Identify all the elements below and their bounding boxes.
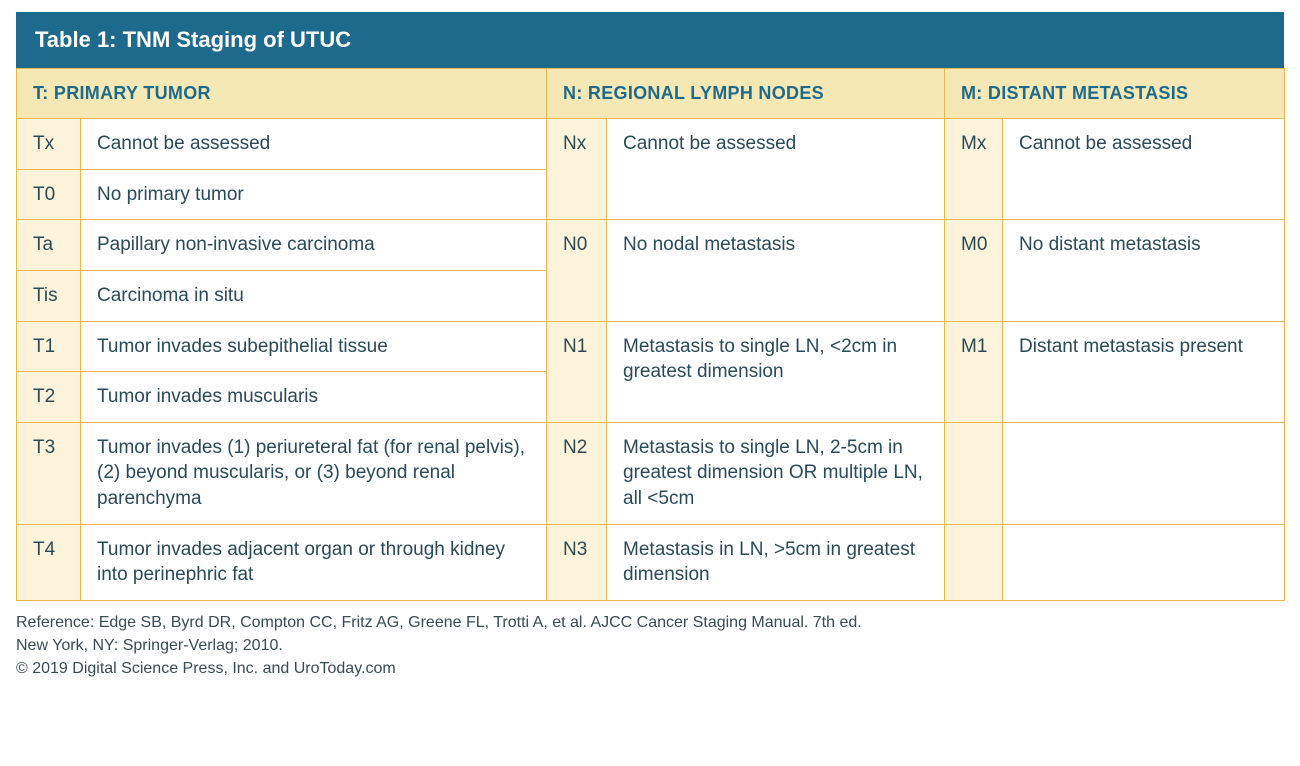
m-desc-empty1	[1003, 422, 1285, 524]
tnm-staging-table: T: PRIMARY TUMOR N: REGIONAL LYMPH NODES…	[16, 68, 1285, 601]
t-code-t0: T0	[17, 169, 81, 220]
m-code-empty2	[945, 524, 1003, 600]
n-code-n1: N1	[547, 321, 607, 422]
t-code-t2: T2	[17, 372, 81, 423]
m-desc-empty2	[1003, 524, 1285, 600]
table-row: T1 Tumor invades subepithelial tissue N1…	[17, 321, 1285, 372]
t-code-t4: T4	[17, 524, 81, 600]
footer-block: Reference: Edge SB, Byrd DR, Compton CC,…	[16, 611, 1284, 681]
header-t: T: PRIMARY TUMOR	[17, 69, 547, 119]
m-desc-mx: Cannot be assessed	[1003, 119, 1285, 220]
table-row: T4 Tumor invades adjacent organ or throu…	[17, 524, 1285, 600]
t-code-ta: Ta	[17, 220, 81, 271]
n-desc-n0: No nodal metastasis	[607, 220, 945, 321]
t-code-tis: Tis	[17, 270, 81, 321]
n-desc-n1: Metastasis to single LN, <2cm in greates…	[607, 321, 945, 422]
n-desc-n2: Metastasis to single LN, 2-5cm in greate…	[607, 422, 945, 524]
table-row: Ta Papillary non-invasive carcinoma N0 N…	[17, 220, 1285, 271]
t-desc-t4: Tumor invades adjacent organ or through …	[81, 524, 547, 600]
t-desc-t2: Tumor invades muscularis	[81, 372, 547, 423]
n-code-n0: N0	[547, 220, 607, 321]
header-row: T: PRIMARY TUMOR N: REGIONAL LYMPH NODES…	[17, 69, 1285, 119]
n-desc-n3: Metastasis in LN, >5cm in greatest dimen…	[607, 524, 945, 600]
m-desc-m1: Distant metastasis present	[1003, 321, 1285, 422]
header-m: M: DISTANT METASTASIS	[945, 69, 1285, 119]
header-n: N: REGIONAL LYMPH NODES	[547, 69, 945, 119]
n-code-n3: N3	[547, 524, 607, 600]
t-desc-ta: Papillary non-invasive carcinoma	[81, 220, 547, 271]
footer-line-2: New York, NY: Springer-Verlag; 2010.	[16, 634, 1284, 657]
footer-line-3: © 2019 Digital Science Press, Inc. and U…	[16, 657, 1284, 680]
t-code-t3: T3	[17, 422, 81, 524]
m-code-mx: Mx	[945, 119, 1003, 220]
m-code-m1: M1	[945, 321, 1003, 422]
m-code-empty1	[945, 422, 1003, 524]
table-title: Table 1: TNM Staging of UTUC	[16, 12, 1284, 68]
t-desc-tis: Carcinoma in situ	[81, 270, 547, 321]
m-code-m0: M0	[945, 220, 1003, 321]
t-desc-t1: Tumor invades subepithelial tissue	[81, 321, 547, 372]
footer-line-1: Reference: Edge SB, Byrd DR, Compton CC,…	[16, 611, 1284, 634]
n-code-nx: Nx	[547, 119, 607, 220]
t-desc-t3: Tumor invades (1) periureteral fat (for …	[81, 422, 547, 524]
t-code-t1: T1	[17, 321, 81, 372]
table-row: T3 Tumor invades (1) periureteral fat (f…	[17, 422, 1285, 524]
t-desc-tx: Cannot be assessed	[81, 119, 547, 170]
table-row: Tx Cannot be assessed Nx Cannot be asses…	[17, 119, 1285, 170]
t-desc-t0: No primary tumor	[81, 169, 547, 220]
m-desc-m0: No distant metastasis	[1003, 220, 1285, 321]
n-code-n2: N2	[547, 422, 607, 524]
t-code-tx: Tx	[17, 119, 81, 170]
n-desc-nx: Cannot be assessed	[607, 119, 945, 220]
